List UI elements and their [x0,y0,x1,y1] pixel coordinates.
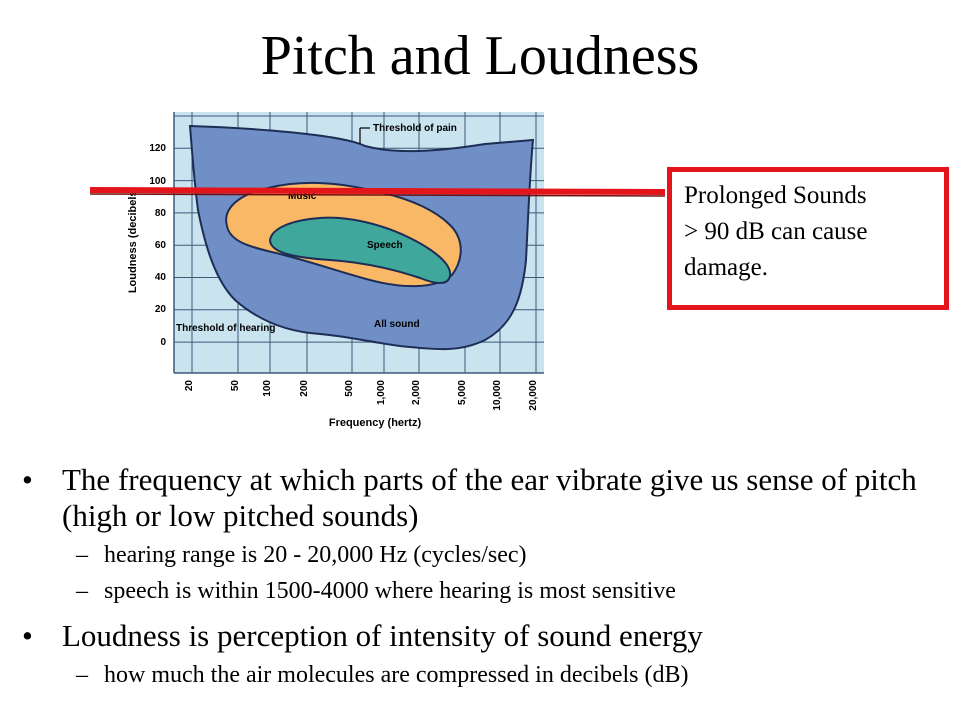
speech-region [268,216,452,284]
x-axis-label: Frequency (hertz) [329,417,422,429]
bullet-text: Loudness is perception of intensity of s… [62,618,703,653]
y-tick: 20 [155,304,167,315]
y-tick: 100 [149,176,166,187]
sub-bullet-item: – hearing range is 20 - 20,000 Hz (cycle… [22,540,942,570]
sub-bullet-text: how much the air molecules are compresse… [104,662,689,688]
all-sound-label: All sound [374,319,420,330]
sub-bullet-item: – how much the air molecules are compres… [22,660,942,690]
slide-title: Pitch and Loudness [260,25,700,87]
bullet-item: • Loudness is perception of intensity of… [22,618,942,654]
sub-bullet-text: hearing range is 20 - 20,000 Hz (cycles/… [104,542,527,568]
threshold-of-pain-label: Threshold of pain [373,123,457,134]
music-label: Music [288,191,317,202]
sub-bullet-dash: – [76,542,88,568]
y-tick: 40 [155,272,167,283]
callout-line: Prolonged Sounds [684,182,867,209]
bullet-text: The frequency at which parts of the ear … [62,462,917,533]
sub-bullet-item: – speech is within 1500-4000 where heari… [22,576,942,606]
x-tick: 20,000 [528,380,539,411]
x-tick: 500 [344,380,355,397]
x-tick: 200 [299,380,310,397]
x-tick: 10,000 [492,380,503,411]
y-axis-label: Loudness (decibels) [127,186,139,293]
hearing-range-diagram: 120 100 80 60 40 20 0 20 50 100 200 500 … [120,100,560,440]
x-tick: 100 [262,380,273,397]
bullet-list: • The frequency at which parts of the ea… [22,462,942,690]
y-tick: 0 [160,337,166,348]
x-tick: 50 [230,380,241,392]
bullet-dot: • [22,462,33,497]
y-tick: 120 [149,143,166,154]
x-tick: 2,000 [411,380,422,405]
bullet-dot: • [22,618,33,653]
damage-callout-box: Prolonged Sounds > 90 dB can cause damag… [667,167,949,310]
threshold-of-hearing-label: Threshold of hearing [176,323,275,334]
callout-line: damage. [684,254,768,281]
x-tick: 5,000 [457,380,468,405]
sub-bullet-text: speech is within 1500-4000 where hearing… [104,578,676,604]
sub-bullet-dash: – [76,662,88,688]
x-tick: 1,000 [376,380,387,405]
bullet-item: • The frequency at which parts of the ea… [22,462,942,534]
y-tick: 80 [155,208,167,219]
speech-label: Speech [367,240,403,251]
x-tick: 20 [184,380,195,392]
sub-bullet-dash: – [76,578,88,604]
callout-line: > 90 dB can cause [684,218,868,245]
y-tick: 60 [155,240,167,251]
